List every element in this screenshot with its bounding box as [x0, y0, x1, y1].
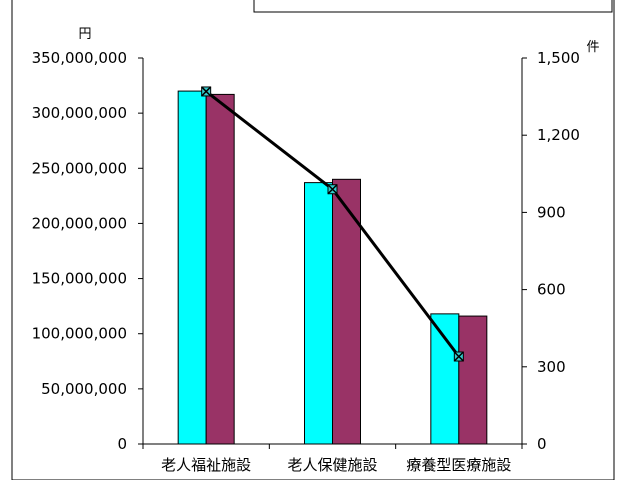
- category-label: 療養型医療施設: [406, 456, 511, 474]
- line-point-cross-2: [327, 184, 338, 195]
- left-axis-unit: 円: [78, 27, 91, 42]
- left-axis-tick-label: 350,000,000: [32, 49, 127, 67]
- bar-series-2-3: [458, 315, 488, 445]
- category-label: 老人福祉施設: [161, 456, 251, 474]
- right-axis-tick-label: 1,500: [537, 49, 580, 67]
- bar-series-1-2: [304, 182, 333, 445]
- left-axis-tick-label: 200,000,000: [32, 214, 127, 232]
- right-axis-tick-label: 300: [537, 358, 566, 376]
- right-axis-tick-label: 1,200: [537, 126, 580, 144]
- left-axis-tick-label: 0: [117, 435, 127, 453]
- line-point-cross-1: [201, 86, 212, 97]
- bar-series-2-2: [332, 178, 361, 445]
- bar-series-1-3: [430, 313, 460, 445]
- bar-series-2-1: [205, 93, 235, 445]
- line-point-cross-3: [453, 351, 464, 362]
- left-axis-tick-label: 50,000,000: [41, 380, 127, 398]
- legend-box: [253, 0, 613, 13]
- chart-frame: [11, 0, 615, 480]
- right-axis-tick-label: 900: [537, 203, 566, 221]
- right-axis-unit: 件: [586, 40, 599, 55]
- bar-series-1-1: [177, 90, 207, 445]
- left-axis-tick-label: 150,000,000: [32, 270, 127, 288]
- right-axis-tick-label: 0: [537, 435, 547, 453]
- left-axis-tick-label: 100,000,000: [32, 325, 127, 343]
- left-axis-tick-label: 300,000,000: [32, 104, 127, 122]
- left-axis-tick-label: 250,000,000: [32, 159, 127, 177]
- category-label: 老人保健施設: [287, 456, 377, 474]
- right-axis-tick-label: 600: [537, 281, 566, 299]
